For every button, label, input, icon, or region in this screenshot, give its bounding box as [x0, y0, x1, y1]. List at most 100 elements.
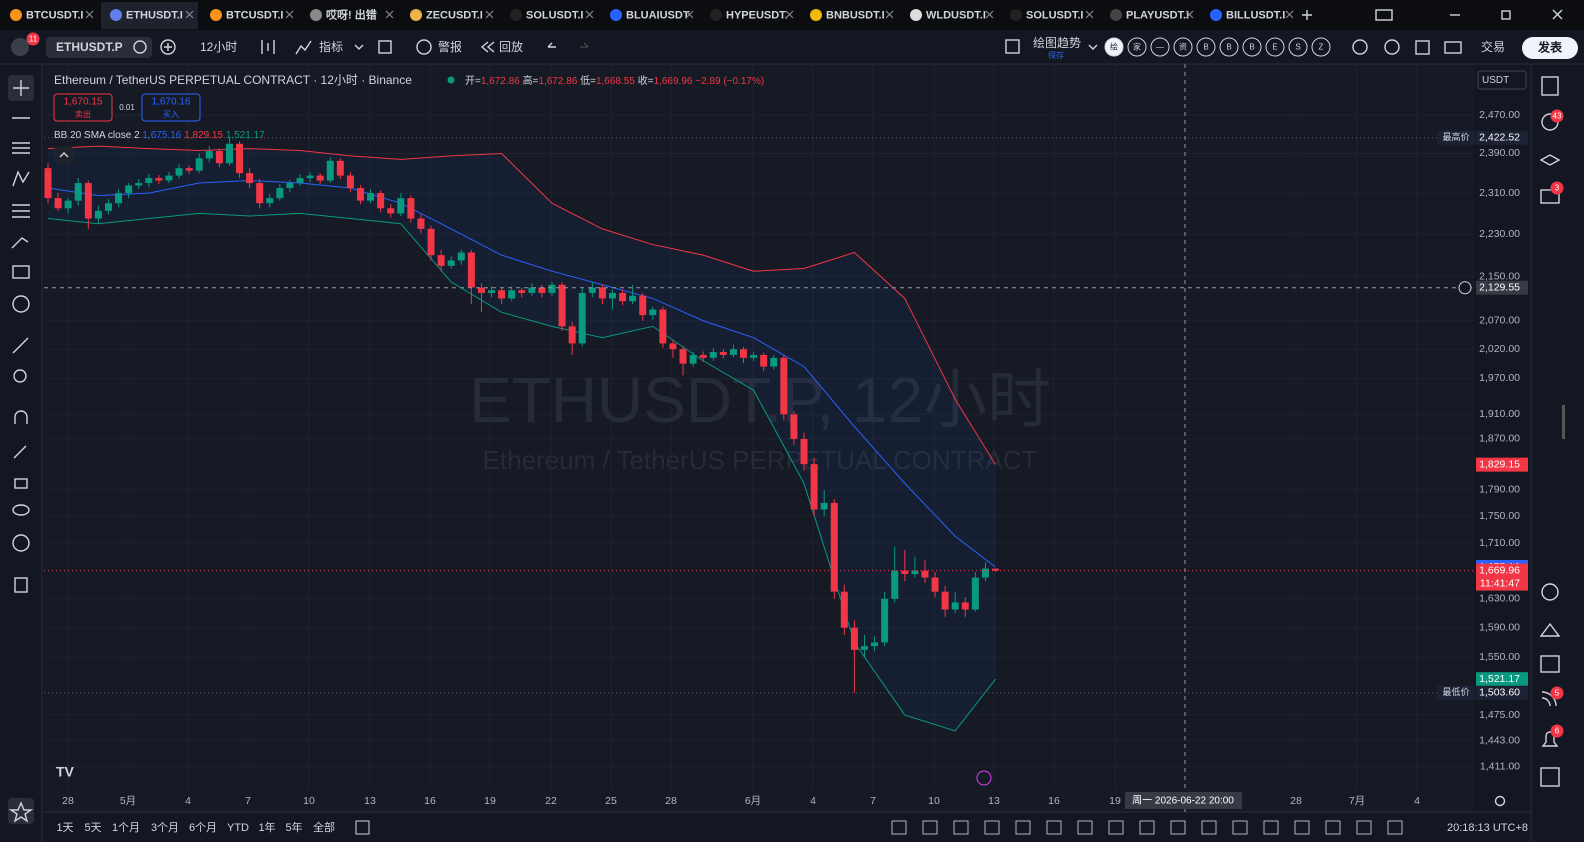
eye-tool[interactable] — [12, 504, 30, 516]
save[interactable]: 保存 — [1048, 50, 1064, 60]
pattern-tool[interactable] — [12, 170, 30, 187]
chat-icon[interactable] — [1540, 189, 1560, 204]
range-button[interactable]: 全部 — [313, 820, 335, 834]
range-button[interactable]: 5年 — [285, 820, 302, 834]
favorites[interactable] — [8, 798, 34, 824]
emoji-tool[interactable] — [12, 295, 30, 313]
shortcut-tool[interactable] — [1201, 820, 1217, 835]
range-button[interactable]: 5天 — [84, 822, 101, 834]
tab-close[interactable] — [685, 10, 694, 19]
tab-close[interactable] — [785, 10, 794, 19]
quick-button[interactable] — [1196, 37, 1216, 57]
shortcut-tool[interactable] — [1232, 820, 1248, 835]
quick-button[interactable] — [1150, 37, 1170, 57]
tab-close[interactable] — [385, 10, 394, 19]
range-button[interactable]: 3个月 — [151, 821, 179, 834]
zoom-tool[interactable] — [13, 369, 27, 383]
add-icon[interactable] — [160, 39, 176, 55]
avatar[interactable] — [11, 38, 29, 56]
indicators[interactable]: 指标 — [319, 39, 343, 54]
quick-button[interactable] — [1127, 37, 1147, 57]
range-button[interactable]: 1天 — [56, 822, 73, 834]
camera-icon[interactable] — [1444, 41, 1462, 54]
text-tool[interactable] — [12, 265, 30, 279]
magnet-tool[interactable] — [14, 410, 28, 424]
scroll-handle[interactable] — [1562, 405, 1565, 439]
pen-lock[interactable] — [13, 445, 27, 459]
settings-icon[interactable] — [1352, 39, 1368, 55]
shortcut-tool[interactable] — [1046, 820, 1062, 835]
shortcut-tool[interactable] — [1263, 820, 1279, 835]
layout-icon[interactable] — [378, 40, 392, 54]
delete-tool[interactable] — [14, 577, 28, 593]
event-marker[interactable] — [976, 770, 992, 786]
shortcut-tool[interactable] — [1170, 820, 1186, 835]
tab-close[interactable] — [485, 10, 494, 19]
checkbox[interactable] — [1005, 39, 1020, 54]
range-button[interactable]: 1个月 — [112, 821, 140, 834]
help-icon[interactable] — [1540, 767, 1560, 787]
candle-icon[interactable] — [261, 40, 275, 54]
symbol-button[interactable] — [46, 37, 152, 58]
interval[interactable]: 12小时 — [200, 40, 237, 54]
publish-button[interactable] — [1522, 37, 1578, 59]
layers-icon[interactable] — [1539, 154, 1561, 166]
lock-tool[interactable] — [14, 478, 28, 489]
collapse-button[interactable] — [54, 147, 74, 163]
shortcut-tool[interactable] — [1077, 820, 1093, 835]
shortcut-tool[interactable] — [984, 820, 1000, 835]
currency-select[interactable] — [1477, 70, 1527, 90]
forecast-tool[interactable] — [12, 204, 30, 218]
quick-button[interactable] — [1242, 37, 1262, 57]
fib-tool[interactable] — [12, 142, 30, 154]
shortcut-tool[interactable] — [1387, 820, 1403, 835]
shortcut-tool[interactable] — [1294, 820, 1310, 835]
shortcut-tool[interactable] — [1108, 820, 1124, 835]
shortcut-tool[interactable] — [891, 820, 907, 835]
tab-close[interactable] — [585, 10, 594, 19]
quick-button[interactable] — [1104, 37, 1124, 57]
tab-close[interactable] — [1285, 10, 1294, 19]
buy-button[interactable] — [141, 93, 201, 122]
tab-close[interactable] — [85, 10, 94, 19]
quick-button[interactable] — [1219, 37, 1239, 57]
range-button[interactable]: 1年 — [258, 820, 275, 834]
redo[interactable] — [580, 42, 589, 48]
range-button[interactable]: YTD — [227, 822, 249, 834]
tab-close[interactable] — [1185, 10, 1194, 19]
fullscreen-icon[interactable] — [1415, 40, 1430, 55]
axis-settings[interactable] — [1494, 795, 1506, 807]
shortcut-tool[interactable] — [922, 820, 938, 835]
range-button[interactable]: 6个月 — [189, 821, 217, 834]
calendar-icon[interactable] — [1540, 655, 1560, 673]
alert[interactable]: 警报 — [438, 39, 462, 54]
tab-close[interactable] — [185, 10, 194, 19]
close[interactable] — [1552, 9, 1563, 20]
watchlist-icon[interactable] — [1541, 76, 1559, 96]
new-tab[interactable] — [1302, 10, 1312, 20]
quick-button[interactable] — [1265, 37, 1285, 57]
draw-trend[interactable]: 绘图趋势 — [1033, 35, 1081, 50]
ideas-icon[interactable] — [1541, 583, 1559, 601]
quick-button[interactable] — [1311, 37, 1331, 57]
calendar-icon[interactable] — [355, 820, 370, 835]
trade-button[interactable]: 交易 — [1481, 39, 1505, 54]
maximize[interactable] — [1501, 10, 1511, 20]
pine-icon[interactable] — [1539, 622, 1561, 637]
replay[interactable]: 回放 — [499, 39, 523, 54]
sell-button[interactable] — [53, 93, 113, 122]
shortcut-tool[interactable] — [1139, 820, 1155, 835]
undo[interactable] — [547, 42, 556, 48]
shortcut-tool[interactable] — [953, 820, 969, 835]
shortcut-tool[interactable] — [1325, 820, 1341, 835]
tab-close[interactable] — [885, 10, 894, 19]
add-alert[interactable] — [1458, 281, 1472, 295]
brush-tool[interactable] — [11, 237, 29, 249]
quick-button[interactable] — [1288, 37, 1308, 57]
tree-tool[interactable] — [12, 534, 30, 552]
window-icon[interactable] — [1375, 9, 1393, 21]
tab-close[interactable] — [285, 10, 294, 19]
tab-close[interactable] — [1085, 10, 1094, 19]
shortcut-tool[interactable] — [1356, 820, 1372, 835]
tab-close[interactable] — [985, 10, 994, 19]
